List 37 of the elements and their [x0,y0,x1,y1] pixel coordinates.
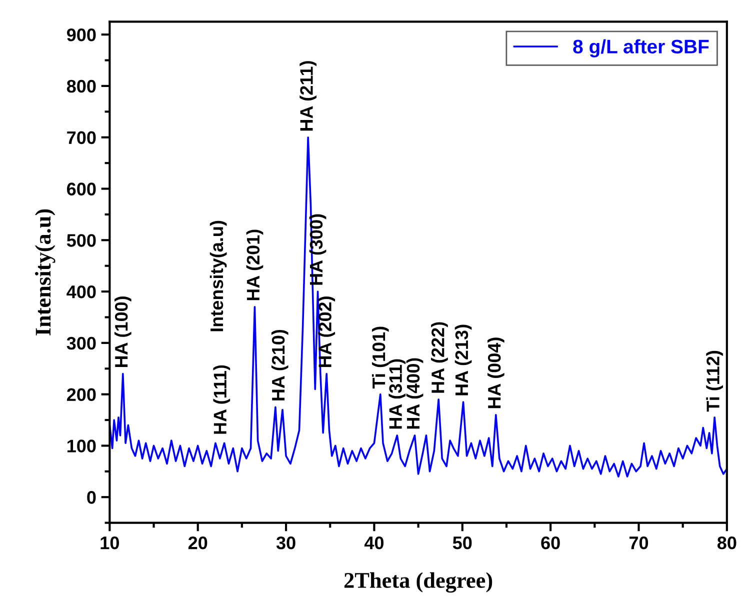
annotation: Ti (112) [706,350,723,412]
annotation: HA (202) [318,296,336,367]
annotation: HA (004) [487,338,504,408]
annotation: HA (222) [431,322,448,393]
annotation: HA (400) [406,358,424,429]
x-tick-label: 40 [364,536,384,550]
annotation: HA (211) [300,61,316,131]
y-tick-label: 0 [87,491,96,504]
x-tick-label: 70 [629,536,648,550]
y-tick-label: 700 [67,131,96,144]
y-axis-title: Intensity(a.u) [35,209,56,336]
y-tick-label: 500 [66,234,96,247]
x-tick-label: 80 [717,536,736,550]
x-tick-label: 60 [541,536,560,550]
x-tick-label: 50 [452,536,472,550]
x-tick-label: 20 [188,536,208,550]
y-tick-label: 900 [66,28,96,42]
annotation: HA (300) [309,214,326,285]
annotation: HA (210) [271,330,288,400]
x-tick-label: 10 [100,536,119,550]
annotation: HA (311) [388,359,406,429]
line-series [110,136,727,478]
x-axis-title: 2Theta (degree) [344,572,492,593]
y-tick-label: 800 [66,80,96,93]
annotation: Ti (101) [372,326,389,389]
annotation: Intensity(a.u) [210,220,227,332]
annotation: HA (201) [246,230,264,300]
y-tick-label: 200 [66,388,96,402]
y-tick-label: 400 [66,285,96,298]
annotation: HA (100) [114,296,132,367]
y-tick-label: 300 [66,336,96,350]
y-tick-label: 100 [67,440,96,452]
y-tick-label: 600 [67,182,96,196]
annotation: HA (213) [454,324,472,396]
legend-label: 8 g/L after SBF [573,39,709,58]
x-tick-label: 30 [276,536,296,550]
annotation: HA (111) [213,365,230,434]
